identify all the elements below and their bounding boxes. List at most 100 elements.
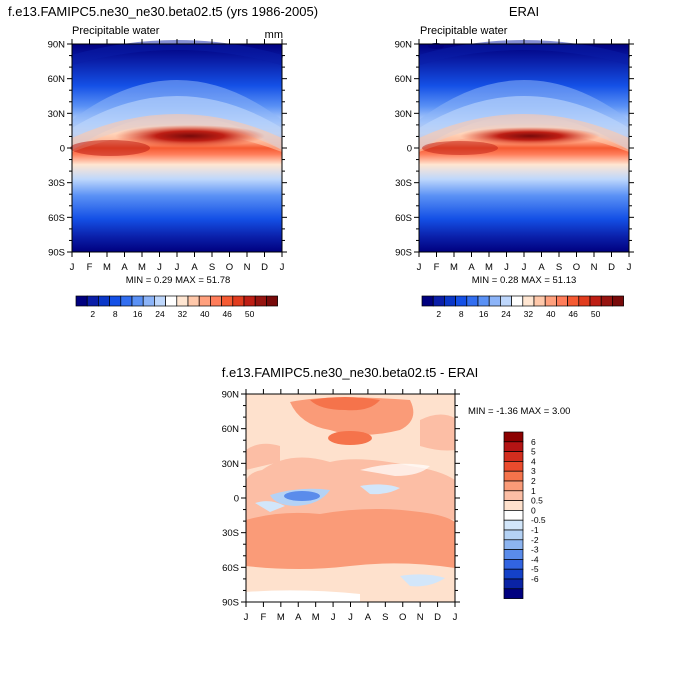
colorbar-label: 40 <box>200 309 210 319</box>
colorbar-swatch <box>432 295 445 307</box>
x-tick-label: A <box>468 262 475 273</box>
colorbar-swatch <box>254 295 267 307</box>
colorbar-label: 2 <box>90 309 95 319</box>
colorbar-swatch <box>444 295 456 307</box>
panel-model-units: mm <box>265 29 283 41</box>
x-tick-label: F <box>261 612 267 623</box>
x-tick-label: M <box>103 262 111 273</box>
x-tick-label: S <box>382 612 388 623</box>
colorbar-swatch <box>503 529 524 541</box>
y-tick-label: 0 <box>234 494 239 505</box>
colorbar-swatch <box>98 295 110 307</box>
colorbar-label: 2 <box>436 309 441 319</box>
colorbar-swatch <box>232 295 245 307</box>
colorbar-label: 2 <box>531 476 536 486</box>
y-tick-label: 60N <box>48 74 66 85</box>
colorbar-label: -1 <box>531 525 539 535</box>
colorbar-swatch <box>503 519 524 531</box>
colorbar-swatch <box>131 295 144 307</box>
panel-erai-y-axis: 90N 60N 30N 0 30S 60S 90S <box>395 40 634 259</box>
panel-diff-field <box>246 394 455 602</box>
y-tick-label: 60S <box>395 213 412 224</box>
colorbar-swatch <box>109 295 122 307</box>
panel-model-stats: MIN = 0.29 MAX = 51.78 <box>126 275 231 286</box>
y-tick-label: 30S <box>48 178 65 189</box>
colorbar-swatch <box>165 295 178 307</box>
colorbar-label: 0 <box>531 505 536 515</box>
x-tick-label: J <box>417 262 422 273</box>
y-tick-label: 30S <box>222 528 239 539</box>
y-tick-label: 0 <box>60 144 65 155</box>
y-tick-label: 90N <box>48 40 66 51</box>
colorbar-label: -4 <box>531 554 539 564</box>
colorbar-swatch <box>466 295 479 307</box>
y-tick-label: 60S <box>222 563 239 574</box>
x-tick-label: J <box>280 262 285 273</box>
colorbar-swatch <box>503 490 524 501</box>
colorbar-swatch <box>503 539 524 550</box>
panel-model-y-axis: 90N 60N 30N 0 30S 60S 90S <box>48 40 287 259</box>
colorbar-label: 4 <box>531 456 536 466</box>
colorbar-swatch <box>154 295 166 307</box>
x-tick-label: O <box>399 612 406 623</box>
panel-erai-colorbar: 2 8 16 24 32 40 46 50 <box>421 295 624 319</box>
colorbar-swatch <box>455 295 468 307</box>
x-tick-label: J <box>244 612 249 623</box>
x-tick-label: N <box>244 262 251 273</box>
panel-model-subtitle: Precipitable water <box>72 25 160 37</box>
colorbar-label: 50 <box>245 309 255 319</box>
x-tick-label: A <box>191 262 198 273</box>
colorbar-label: 50 <box>591 309 601 319</box>
y-tick-label: 30N <box>395 109 413 120</box>
x-tick-label: J <box>157 262 162 273</box>
colorbar-swatch <box>503 480 524 492</box>
x-tick-label: S <box>556 262 562 273</box>
panel-model-field <box>70 40 284 252</box>
colorbar-swatch <box>500 295 512 307</box>
colorbar-swatch <box>75 295 88 307</box>
x-tick-label: M <box>138 262 146 273</box>
colorbar-swatch <box>612 295 624 307</box>
x-tick-label: A <box>295 612 302 623</box>
panel-erai-field <box>417 40 631 252</box>
colorbar-label: 5 <box>531 447 536 457</box>
colorbar-label: -0.5 <box>531 515 546 525</box>
colorbar-swatch <box>589 295 602 307</box>
x-tick-label: J <box>453 612 458 623</box>
x-tick-label: O <box>573 262 580 273</box>
y-tick-label: 60S <box>48 213 65 224</box>
y-tick-label: 30N <box>222 459 240 470</box>
x-tick-label: J <box>627 262 632 273</box>
y-tick-label: 30S <box>395 178 412 189</box>
colorbar-label: -5 <box>531 564 539 574</box>
colorbar-swatch <box>544 295 557 307</box>
panel-erai-title: ERAI <box>509 4 539 19</box>
colorbar-swatch <box>120 295 133 307</box>
colorbar-swatch <box>176 295 189 307</box>
colorbar-label: 32 <box>524 309 534 319</box>
x-tick-label: N <box>417 612 424 623</box>
panel-diff-title: f.e13.FAMIPC5.ne30_ne30.beta02.t5 - ERAI <box>222 365 479 380</box>
colorbar-label: 0.5 <box>531 496 543 506</box>
colorbar-swatch <box>198 295 211 307</box>
x-tick-label: S <box>209 262 215 273</box>
colorbar-label: 8 <box>459 309 464 319</box>
colorbar-swatch <box>503 461 524 472</box>
colorbar-swatch <box>556 295 568 307</box>
colorbar-swatch <box>522 295 535 307</box>
colorbar-swatch <box>511 295 524 307</box>
colorbar-label: -6 <box>531 574 539 584</box>
colorbar-swatch <box>86 295 99 307</box>
colorbar-label: 16 <box>479 309 489 319</box>
colorbar-label: -2 <box>531 535 539 545</box>
x-tick-label: M <box>277 612 285 623</box>
panel-diff-stats: MIN = -1.36 MAX = 3.00 <box>468 406 570 417</box>
x-tick-label: M <box>485 262 493 273</box>
colorbar-swatch <box>503 588 524 599</box>
x-tick-label: A <box>365 612 372 623</box>
y-tick-label: 90N <box>222 390 240 401</box>
